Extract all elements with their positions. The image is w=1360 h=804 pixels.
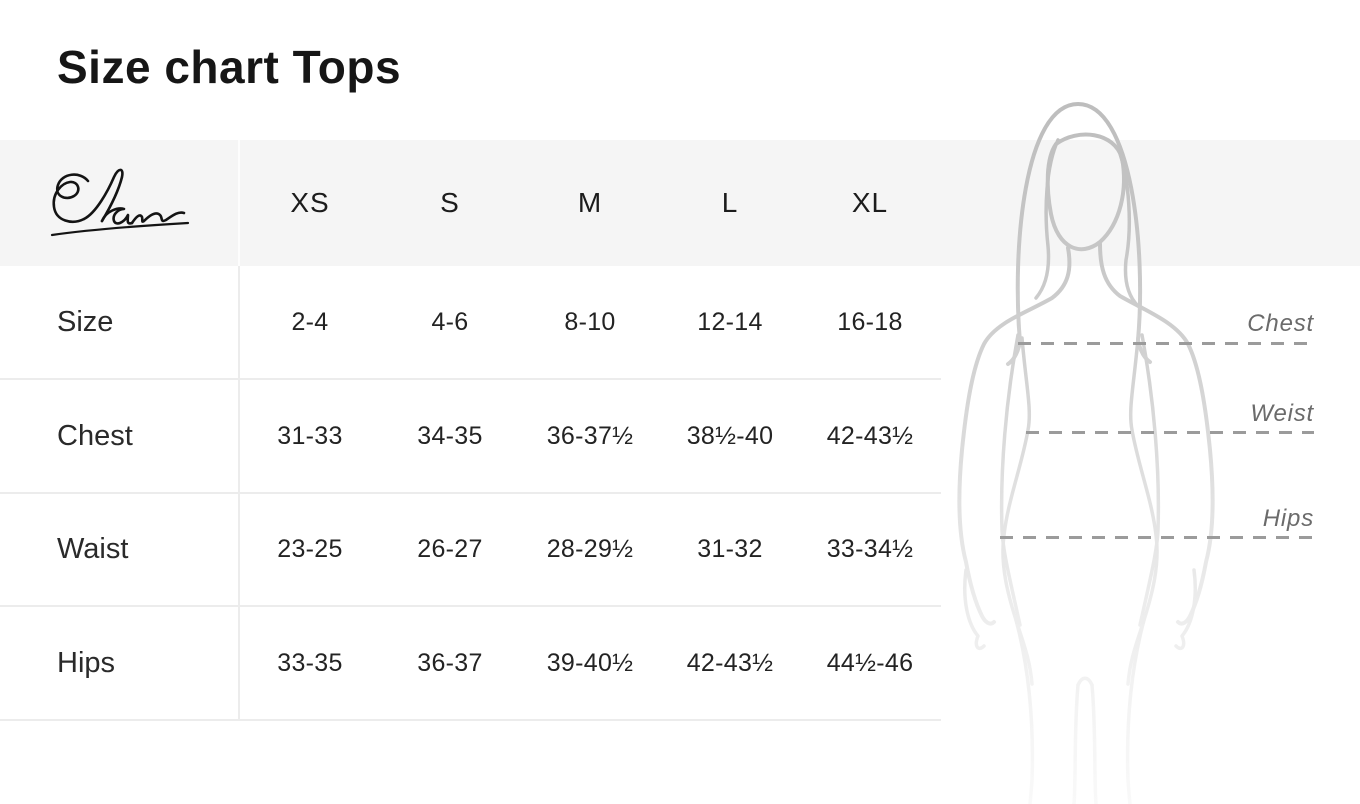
- table-row-waist: Waist 23-25 26-27 28-29½ 31-32 33-34½: [0, 494, 941, 607]
- row-label: Hips: [0, 607, 240, 719]
- chest-xl: 42-43½: [826, 421, 914, 450]
- size-xl: 16-18: [837, 307, 903, 336]
- column-header-xl: XL: [851, 187, 889, 218]
- chest-guide-line: [1018, 342, 1314, 345]
- hips-guide-line: [1000, 536, 1314, 539]
- table-row-hips: Hips 33-35 36-37 39-40½ 42-43½ 44½-46: [0, 607, 941, 721]
- female-figure-icon: [957, 102, 1215, 804]
- row-label: Size: [0, 266, 240, 378]
- table-header-row: XS S M L XL: [0, 140, 941, 266]
- chest-xs: 31-33: [277, 421, 343, 450]
- column-header-xs: XS: [290, 187, 330, 218]
- row-label: Waist: [0, 494, 240, 605]
- waist-xl: 33-34½: [826, 535, 914, 563]
- waist-guide-line: [1026, 431, 1314, 434]
- waist-guide-label: Weist: [1250, 400, 1314, 427]
- hips-xs: 33-35: [277, 648, 343, 677]
- waist-l: 31-32: [697, 535, 763, 563]
- table-row-chest: Chest 31-33 34-35 36-37½ 38½-40 42-43½: [0, 380, 941, 494]
- size-xs: 2-4: [291, 307, 329, 336]
- waist-m: 28-29½: [546, 535, 634, 563]
- hips-guide-label: Hips: [1262, 505, 1314, 532]
- size-chart-table: XS S M L XL Size 2-4 4-6 8-10 12-14 16-1…: [0, 140, 941, 721]
- hips-l: 42-43½: [686, 648, 774, 677]
- size-s: 4-6: [431, 307, 469, 336]
- chest-guide-label: Chest: [1247, 310, 1314, 337]
- column-header-l: L: [721, 187, 739, 218]
- size-m: 8-10: [564, 307, 616, 336]
- chest-l: 38½-40: [686, 421, 774, 450]
- table-row-size: Size 2-4 4-6 8-10 12-14 16-18: [0, 266, 941, 380]
- hips-m: 39-40½: [546, 648, 634, 677]
- chest-s: 34-35: [417, 421, 483, 450]
- waist-s: 26-27: [417, 535, 483, 563]
- row-label: Chest: [0, 380, 240, 492]
- column-header-s: S: [440, 187, 460, 218]
- brand-logo: [0, 140, 240, 266]
- elan-signature-icon: [50, 168, 190, 237]
- page-title: Size chart Tops: [57, 41, 402, 93]
- size-l: 12-14: [697, 307, 763, 336]
- chest-m: 36-37½: [546, 421, 634, 450]
- hips-xl: 44½-46: [826, 648, 914, 677]
- column-header-m: M: [577, 187, 603, 218]
- body-figure-illustration: [940, 100, 1360, 804]
- hips-s: 36-37: [417, 648, 483, 677]
- waist-xs: 23-25: [277, 535, 343, 563]
